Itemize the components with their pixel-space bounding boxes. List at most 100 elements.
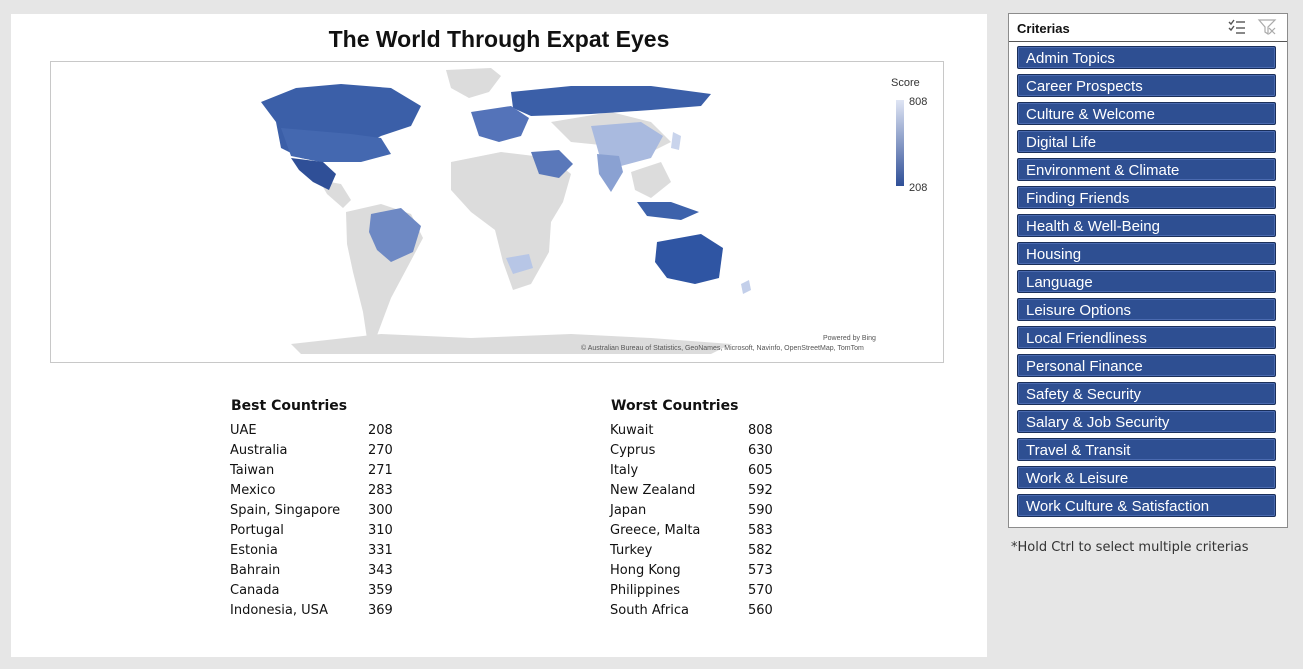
slicer-item[interactable]: Travel & Transit [1017, 438, 1276, 461]
best-country-country-name: Indonesia, USA [230, 602, 329, 618]
chart-title: The World Through Expat Eyes [328, 26, 670, 52]
best-country-country-score: 310 [368, 522, 393, 538]
slicer-item[interactable]: Language [1017, 270, 1276, 293]
slicer-item[interactable]: Housing [1017, 242, 1276, 265]
best-country-country-name: Mexico [230, 482, 276, 498]
best-countries-heading: Best Countries [231, 398, 348, 414]
slicer-item[interactable]: Leisure Options [1017, 298, 1276, 321]
best-country-country-score: 343 [368, 562, 393, 578]
dashboard-panel: The World Through Expat Eyes [11, 14, 987, 657]
worst-countries-rows: Kuwait 808 Cyprus 630 Italy 605 New Zealand 592… [610, 420, 773, 620]
worst-country-row: South Africa 560 [610, 600, 773, 620]
best-country-country-name: Canada [230, 582, 280, 598]
best-country-row: Spain, Singapore 300 [230, 500, 393, 520]
slicer-item[interactable]: Environment & Climate [1017, 158, 1276, 181]
slicer-item[interactable]: Admin Topics [1017, 46, 1276, 69]
best-country-row: UAE 208 [230, 420, 393, 440]
new-zealand-shape [741, 280, 751, 294]
se-asia-grey-shape [631, 162, 671, 198]
criterias-slicer: Criterias Admin Topics Career Prospects Cu… [1008, 13, 1288, 528]
worst-country-country-name: Cyprus [610, 442, 656, 458]
best-country-row: Taiwan 271 [230, 460, 393, 480]
worst-country-row: Italy 605 [610, 460, 773, 480]
worst-country-country-score: 592 [748, 482, 773, 498]
worst-country-country-score: 573 [748, 562, 773, 578]
best-country-row: Portugal 310 [230, 520, 393, 540]
usa-shape [281, 128, 391, 162]
brazil-shape [369, 208, 421, 262]
multi-select-icon[interactable] [1227, 18, 1247, 36]
india-shape [597, 154, 623, 192]
powered-by-label: Powered by Bing [823, 335, 876, 342]
legend-min-value: 208 [909, 182, 928, 194]
best-country-row: Estonia 331 [230, 540, 393, 560]
best-country-country-score: 300 [368, 502, 393, 518]
indonesia-shape [637, 202, 699, 220]
best-countries-rows: UAE 208 Australia 270 Taiwan 271 Mexico 283 Spai… [230, 420, 393, 620]
best-country-country-score: 369 [368, 602, 393, 618]
europe-shape [471, 106, 529, 142]
slicer-title: Criterias [1017, 21, 1070, 36]
worst-country-row: Kuwait 808 [610, 420, 773, 440]
worst-country-country-score: 570 [748, 582, 773, 598]
slicer-item[interactable]: Digital Life [1017, 130, 1276, 153]
map-attribution: © Australian Bureau of Statistics, GeoNa… [581, 345, 864, 352]
best-country-country-score: 270 [368, 442, 393, 458]
best-country-country-name: Bahrain [230, 562, 281, 578]
best-country-country-score: 271 [368, 462, 393, 478]
worst-country-country-score: 582 [748, 542, 773, 558]
worst-country-country-name: Japan [610, 502, 647, 518]
worst-country-row: Hong Kong 573 [610, 560, 773, 580]
best-country-row: Australia 270 [230, 440, 393, 460]
best-country-country-name: Spain, Singapore [230, 502, 341, 518]
slicer-item[interactable]: Finding Friends [1017, 186, 1276, 209]
slicer-item[interactable]: Work & Leisure [1017, 466, 1276, 489]
best-country-country-name: Australia [230, 442, 288, 458]
slicer-item[interactable]: Salary & Job Security [1017, 410, 1276, 433]
legend-color-scale [896, 100, 904, 186]
south-africa-shape [506, 254, 533, 274]
map-canvas [261, 68, 751, 354]
worst-country-row: Philippines 570 [610, 580, 773, 600]
best-country-country-score: 359 [368, 582, 393, 598]
slicer-item[interactable]: Local Friendliness [1017, 326, 1276, 349]
worst-country-country-name: New Zealand [610, 482, 696, 498]
worst-country-row: Turkey 582 [610, 540, 773, 560]
best-country-country-score: 208 [368, 422, 393, 438]
worst-country-country-name: Greece, Malta [610, 522, 701, 538]
worst-country-country-score: 560 [748, 602, 773, 618]
slicer-items: Admin Topics Career Prospects Culture & We… [1017, 46, 1276, 522]
middle-east-shape [531, 150, 573, 178]
slicer-item[interactable]: Culture & Welcome [1017, 102, 1276, 125]
worst-country-row: Japan 590 [610, 500, 773, 520]
world-map[interactable]: Score 808 208 Powered by Bing © Australi… [50, 61, 944, 363]
slicer-item[interactable]: Career Prospects [1017, 74, 1276, 97]
worst-country-country-name: South Africa [610, 602, 689, 618]
best-country-country-name: Estonia [230, 542, 278, 558]
worst-country-country-score: 605 [748, 462, 773, 478]
best-country-country-score: 331 [368, 542, 393, 558]
russia-shape [511, 86, 711, 116]
best-country-row: Indonesia, USA 369 [230, 600, 393, 620]
worst-country-country-name: Kuwait [610, 422, 654, 438]
worst-country-country-score: 808 [748, 422, 773, 438]
slicer-item[interactable]: Safety & Security [1017, 382, 1276, 405]
legend-max-value: 808 [909, 96, 928, 108]
best-country-row: Canada 359 [230, 580, 393, 600]
best-country-country-name: Portugal [230, 522, 284, 538]
best-country-country-name: UAE [230, 422, 257, 438]
worst-country-row: Greece, Malta 583 [610, 520, 773, 540]
mexico-shape [291, 158, 336, 190]
multi-select-note: *Hold Ctrl to select multiple criterias [1011, 540, 1249, 555]
japan-shape [671, 132, 681, 150]
slicer-item[interactable]: Health & Well-Being [1017, 214, 1276, 237]
australia-shape [655, 234, 723, 284]
best-country-country-score: 283 [368, 482, 393, 498]
worst-country-row: Cyprus 630 [610, 440, 773, 460]
slicer-item[interactable]: Personal Finance [1017, 354, 1276, 377]
africa-shape [451, 152, 571, 290]
worst-country-country-score: 583 [748, 522, 773, 538]
clear-filter-icon[interactable] [1257, 18, 1277, 36]
slicer-item[interactable]: Work Culture & Satisfaction [1017, 494, 1276, 517]
worst-country-row: New Zealand 592 [610, 480, 773, 500]
